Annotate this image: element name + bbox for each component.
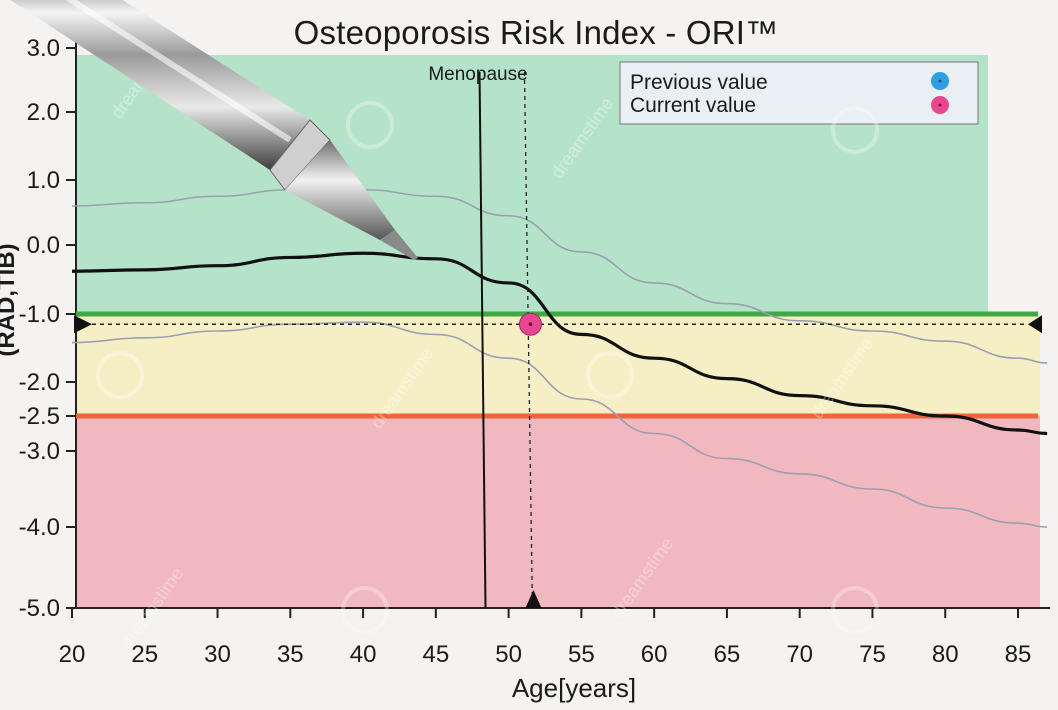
x-tick-label-1: 25 [131,641,158,668]
left-pointer-marker [74,315,92,334]
x-tick-label-3: 35 [277,641,304,668]
x-tick-label-9: 65 [714,641,741,668]
x-tick-label-4: 40 [350,641,377,668]
y-tick-label-3: 0.0 [27,232,60,259]
bottom-pointer-marker [525,590,542,608]
series-lines [71,188,1048,528]
x-tick-label-12: 80 [932,641,959,668]
legend: Previous value Current value [619,61,979,125]
x-tick-label-0: 20 [59,641,86,668]
pen-cone [285,140,395,240]
x-tick-label-10: 70 [786,641,813,668]
series-lower [71,321,1048,528]
zone-2 [76,416,1040,608]
y-tick-label-1: 2.0 [27,99,60,126]
chart-title: Osteoporosis Risk Index - ORI™ [294,14,779,51]
y-tick-label-5: -2.0 [19,369,60,396]
y-tick-label-6: -2.5 [19,403,60,430]
zone-1 [76,314,1040,416]
x-axis-label: Age[years] [512,673,636,703]
y-axis-label: (RAD,TIB) [0,243,20,356]
x-axis: 20 25 30 35 40 45 50 55 60 65 70 75 80 85 [59,608,1032,668]
x-tick-label-11: 75 [859,641,886,668]
x-tick-label-8: 60 [641,641,668,668]
y-tick-label-7: -3.0 [19,438,60,465]
pen-tip [380,230,418,260]
menopause-label: Menopause [428,64,527,85]
current-value-vline [523,71,534,609]
pen-barrel [10,0,310,170]
y-tick-label-8: -4.0 [19,514,60,541]
y-tick-label-2: 1.0 [27,167,60,194]
reference-markers [74,71,1042,609]
right-pointer-marker [1028,315,1042,334]
x-tick-label-2: 30 [204,641,231,668]
x-tick-label-5: 45 [422,641,449,668]
y-tick-label-9: -5.0 [19,595,60,622]
x-tick-label-7: 55 [568,641,595,668]
y-tick-label-0: 3.0 [27,35,60,62]
legend-current-label: Current value [630,94,756,117]
threshold-lines [76,311,1038,419]
series-upper [71,188,1048,364]
menopause-line [478,71,487,609]
series-mean [71,251,1048,436]
x-tick-label-13: 85 [1005,641,1032,668]
x-tick-label-6: 50 [495,641,522,668]
y-axis: 3.0 2.0 1.0 0.0 -1.0 -2.0 -2.5 -3.0 -4.0 -5.0 [19,35,76,622]
y-tick-label-4: -1.0 [19,301,60,328]
legend-previous-label: Previous value [630,71,768,94]
pen [10,0,418,260]
